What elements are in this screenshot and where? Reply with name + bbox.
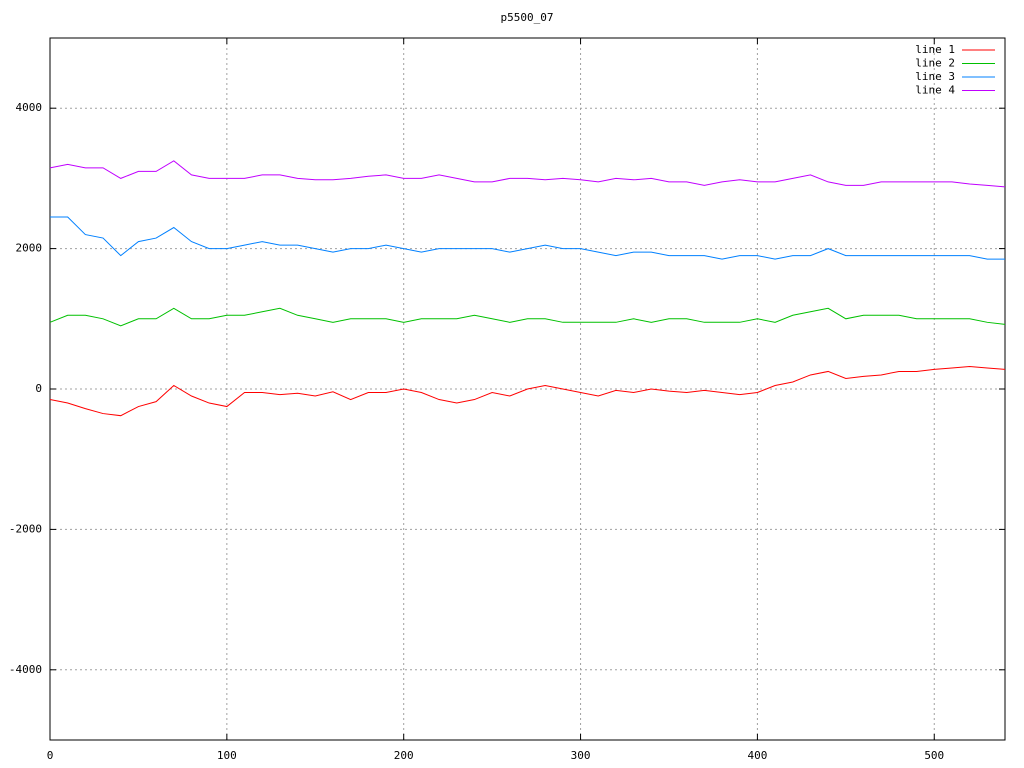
x-tick-label: 500 bbox=[924, 749, 944, 762]
plot-frame bbox=[49, 37, 1006, 741]
legend-label: line 2 bbox=[915, 57, 955, 70]
x-tick-label: 100 bbox=[217, 749, 237, 762]
x-tick-label: 400 bbox=[747, 749, 767, 762]
x-tick-label: 0 bbox=[47, 749, 54, 762]
legend-label: line 1 bbox=[915, 43, 955, 56]
data-line bbox=[49, 160, 1006, 188]
legend-label: line 3 bbox=[915, 70, 955, 83]
data-line bbox=[50, 216, 1005, 260]
y-tick-label: -2000 bbox=[9, 522, 42, 535]
y-tick-label: 2000 bbox=[16, 242, 43, 255]
legend-label: line 4 bbox=[915, 84, 955, 97]
chart-title: p5500_07 bbox=[501, 11, 554, 24]
x-tick-label: 200 bbox=[394, 749, 414, 762]
data-line bbox=[49, 366, 1006, 417]
y-tick-label: 4000 bbox=[16, 101, 43, 114]
y-tick-label: -4000 bbox=[9, 663, 42, 676]
x-tick-label: 300 bbox=[571, 749, 591, 762]
data-line bbox=[49, 307, 1006, 327]
y-tick-label: 0 bbox=[35, 382, 42, 395]
